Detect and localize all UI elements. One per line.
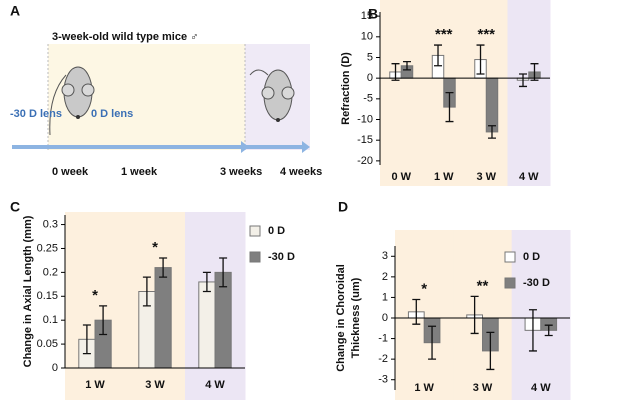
y-axis-label: Refraction (D)	[340, 52, 352, 125]
error-bar	[519, 73, 528, 88]
x-tick-label: 4 W	[531, 382, 551, 394]
legend-label: 0 D	[523, 251, 540, 263]
significance: *	[152, 239, 158, 256]
y-tick-label: 0.2	[43, 266, 58, 278]
error-bar	[412, 298, 421, 325]
x-tick-label: 4 W	[519, 171, 539, 183]
error-bar	[391, 63, 400, 81]
significance: *	[421, 280, 427, 297]
time-label: 0 week	[52, 166, 89, 178]
y-tick-label: -1	[378, 332, 388, 344]
y-tick-label: -5	[363, 93, 373, 105]
mouse-icon	[49, 66, 95, 136]
y-tick-label: 2	[382, 271, 388, 283]
error-bar	[470, 295, 479, 335]
x-tick-label: 1 W	[85, 379, 105, 391]
panel-title: 3-week-old wild type mice ♂	[52, 31, 198, 43]
bar	[485, 77, 499, 133]
x-tick-label: 3 W	[476, 171, 496, 183]
legend-swatch	[504, 277, 516, 289]
y-tick-label: -3	[378, 374, 388, 386]
panel-a: A 3-week-old wild type mice ♂ -30 D lens…	[10, 3, 322, 178]
error-bar	[476, 44, 485, 75]
y-tick-label: 0	[382, 312, 388, 324]
legend-swatch	[504, 251, 516, 263]
y-tick-label: -20	[357, 155, 373, 167]
significance: ***	[435, 26, 453, 43]
lens-label: 0 D lens	[91, 108, 133, 120]
y-tick-label: 15	[361, 10, 373, 22]
significance: **	[477, 277, 489, 294]
error-bar	[530, 63, 539, 81]
period-shading	[511, 230, 571, 400]
error-bar	[402, 60, 411, 71]
y-tick-label: 0.25	[37, 242, 58, 254]
y-tick-label: 5	[367, 51, 373, 63]
error-bar	[445, 91, 454, 123]
y-tick-label: 0	[367, 72, 373, 84]
error-bar	[219, 257, 228, 288]
period-shading	[507, 0, 551, 186]
bar	[198, 281, 216, 369]
period-shading	[65, 212, 126, 400]
error-bar	[434, 44, 443, 67]
y-tick-label: 3	[382, 250, 388, 262]
y-tick-label: 1	[382, 291, 388, 303]
significance: ***	[477, 26, 495, 43]
y-tick-label: 10	[361, 31, 373, 43]
y-tick-label: 0.1	[43, 314, 58, 326]
y-tick-label: -10	[357, 113, 373, 125]
error-bar	[202, 271, 211, 293]
y-axis-label: Thickness (um)	[350, 277, 362, 358]
legend-swatch	[249, 251, 261, 263]
x-tick-label: 4 W	[205, 379, 225, 391]
time-label: 1 week	[121, 166, 158, 178]
x-tick-label: 0 W	[391, 171, 411, 183]
x-tick-label: 3 W	[145, 379, 165, 391]
y-tick-label: 0	[52, 362, 58, 374]
lens-label: -30 D lens	[10, 108, 62, 120]
legend-label: 0 D	[268, 225, 285, 237]
error-bar	[528, 309, 537, 352]
bar	[154, 267, 172, 369]
panel-label: A	[10, 3, 20, 19]
legend-swatch	[249, 225, 261, 237]
error-bar	[159, 257, 168, 278]
y-axis-label: Change in Axial Length (mm)	[22, 215, 34, 367]
error-bar	[99, 305, 108, 336]
panel-label: D	[338, 199, 348, 215]
period-shading	[380, 0, 423, 186]
legend-label: -30 D	[523, 277, 550, 289]
error-bar	[428, 325, 437, 360]
error-bar	[82, 324, 91, 355]
y-tick-label: -2	[378, 353, 388, 365]
y-tick-label: 0.15	[37, 290, 58, 302]
error-bar	[544, 324, 553, 337]
arrow-head	[302, 141, 310, 153]
mouse-icon	[249, 69, 295, 122]
error-bar	[142, 276, 151, 307]
x-tick-label: 1 W	[414, 382, 434, 394]
y-tick-label: 0.05	[37, 338, 58, 350]
time-label: 3 weeks	[220, 166, 262, 178]
y-axis-label: Change in Choroidal	[335, 264, 347, 372]
time-label: 4 weeks	[280, 166, 322, 178]
arrow-head	[241, 141, 249, 153]
significance: *	[92, 287, 98, 304]
legend-label: -30 D	[268, 251, 295, 263]
error-bar	[487, 125, 496, 139]
panel-label: B	[368, 6, 378, 22]
y-tick-label: -15	[357, 134, 373, 146]
x-tick-label: 3 W	[473, 382, 493, 394]
x-tick-label: 1 W	[434, 171, 454, 183]
error-bar	[486, 331, 495, 371]
panel-label: C	[10, 199, 20, 215]
y-tick-label: 0.3	[43, 218, 58, 230]
